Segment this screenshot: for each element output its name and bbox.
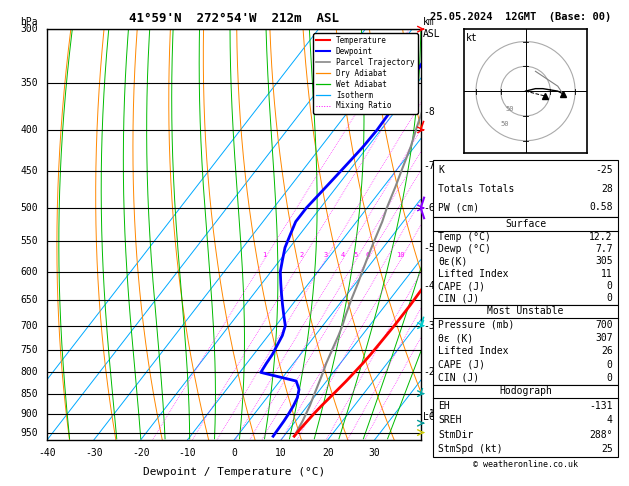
Text: CAPE (J): CAPE (J) [438, 360, 486, 370]
Text: km: km [423, 17, 435, 27]
Text: 0: 0 [231, 448, 237, 458]
Text: -8: -8 [423, 107, 435, 117]
Text: -1: -1 [423, 409, 435, 418]
Text: 28: 28 [601, 184, 613, 193]
Text: Surface: Surface [505, 219, 546, 229]
Text: StmSpd (kt): StmSpd (kt) [438, 444, 503, 454]
Text: 1: 1 [262, 252, 266, 258]
Text: 5: 5 [354, 252, 358, 258]
Text: Hodograph: Hodograph [499, 386, 552, 397]
Text: 20: 20 [322, 448, 334, 458]
Text: hPa: hPa [20, 17, 38, 27]
Text: Lifted Index: Lifted Index [438, 347, 509, 356]
Text: 500: 500 [20, 203, 38, 213]
Text: -3: -3 [423, 321, 435, 330]
Bar [433, 160, 618, 217]
Text: 600: 600 [20, 267, 38, 277]
Text: StmDir: StmDir [438, 430, 474, 440]
Text: 0: 0 [607, 281, 613, 291]
Text: 26: 26 [601, 347, 613, 356]
Text: 350: 350 [20, 78, 38, 88]
Text: 25.05.2024  12GMT  (Base: 00): 25.05.2024 12GMT (Base: 00) [430, 12, 611, 22]
Text: -6: -6 [423, 203, 435, 213]
Text: 700: 700 [595, 320, 613, 330]
Text: -2: -2 [423, 367, 435, 378]
Text: -131: -131 [589, 400, 613, 411]
Text: Dewp (°C): Dewp (°C) [438, 244, 491, 254]
Text: -5: -5 [423, 243, 435, 253]
Text: 4: 4 [340, 252, 345, 258]
Text: -30: -30 [85, 448, 103, 458]
Text: EH: EH [438, 400, 450, 411]
Text: 0: 0 [607, 373, 613, 383]
Text: 550: 550 [20, 236, 38, 246]
Text: SREH: SREH [438, 415, 462, 425]
Text: -10: -10 [179, 448, 196, 458]
Text: Totals Totals: Totals Totals [438, 184, 515, 193]
Text: 700: 700 [20, 321, 38, 330]
Text: 307: 307 [595, 333, 613, 343]
Text: 450: 450 [20, 166, 38, 176]
Text: 30: 30 [369, 448, 381, 458]
Text: 288°: 288° [589, 430, 613, 440]
Text: kt: kt [466, 33, 478, 43]
Text: 750: 750 [20, 345, 38, 355]
Text: 12.2: 12.2 [589, 232, 613, 242]
Text: Dewpoint / Temperature (°C): Dewpoint / Temperature (°C) [143, 467, 325, 477]
Text: 50: 50 [501, 121, 509, 127]
Text: K: K [438, 165, 444, 175]
Text: θε (K): θε (K) [438, 333, 474, 343]
Legend: Temperature, Dewpoint, Parcel Trajectory, Dry Adiabat, Wet Adiabat, Isotherm, Mi: Temperature, Dewpoint, Parcel Trajectory… [313, 33, 418, 114]
Text: Temp (°C): Temp (°C) [438, 232, 491, 242]
Text: 650: 650 [20, 295, 38, 305]
Text: 800: 800 [20, 367, 38, 378]
Text: 4: 4 [607, 415, 613, 425]
Text: CIN (J): CIN (J) [438, 294, 479, 303]
Text: 41°59'N  272°54'W  212m  ASL: 41°59'N 272°54'W 212m ASL [130, 12, 339, 25]
Text: 7.7: 7.7 [595, 244, 613, 254]
Text: 25: 25 [601, 444, 613, 454]
Bar [433, 305, 618, 384]
Text: 11: 11 [601, 269, 613, 279]
Text: -40: -40 [38, 448, 56, 458]
Text: © weatheronline.co.uk: © weatheronline.co.uk [473, 460, 578, 469]
Text: 0.58: 0.58 [589, 202, 613, 212]
Text: 0: 0 [607, 294, 613, 303]
Text: 10: 10 [396, 252, 405, 258]
Text: 850: 850 [20, 389, 38, 399]
Text: 6: 6 [365, 252, 370, 258]
Text: 3: 3 [323, 252, 327, 258]
Text: 2: 2 [299, 252, 304, 258]
Text: 300: 300 [20, 24, 38, 34]
Text: Most Unstable: Most Unstable [487, 307, 564, 316]
Text: θε(K): θε(K) [438, 257, 468, 266]
Text: Lifted Index: Lifted Index [438, 269, 509, 279]
Bar [433, 217, 618, 305]
Text: 900: 900 [20, 409, 38, 418]
Text: Mixing Ratio (g/kg): Mixing Ratio (g/kg) [448, 183, 458, 286]
Text: -4: -4 [423, 281, 435, 291]
Text: 305: 305 [595, 257, 613, 266]
Text: 50: 50 [506, 106, 514, 112]
Text: 0: 0 [607, 360, 613, 370]
Text: PW (cm): PW (cm) [438, 202, 479, 212]
Text: ASL: ASL [423, 30, 441, 39]
Text: LCL: LCL [423, 413, 441, 422]
Text: -25: -25 [595, 165, 613, 175]
Text: 400: 400 [20, 125, 38, 135]
Text: -7: -7 [423, 160, 435, 171]
Bar [433, 384, 618, 457]
Text: CAPE (J): CAPE (J) [438, 281, 486, 291]
Text: Pressure (mb): Pressure (mb) [438, 320, 515, 330]
Text: CIN (J): CIN (J) [438, 373, 479, 383]
Text: 950: 950 [20, 428, 38, 437]
Text: -20: -20 [132, 448, 150, 458]
Text: 10: 10 [276, 448, 287, 458]
